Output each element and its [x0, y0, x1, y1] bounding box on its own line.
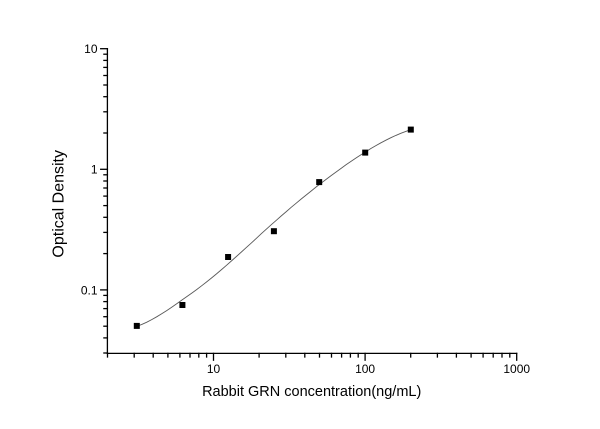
svg-text:1: 1 — [91, 163, 98, 177]
svg-text:Optical Density: Optical Density — [51, 150, 68, 258]
svg-text:10: 10 — [84, 42, 98, 56]
svg-text:0.1: 0.1 — [81, 283, 98, 297]
svg-text:100: 100 — [355, 362, 375, 376]
svg-text:1000: 1000 — [503, 362, 530, 376]
svg-text:10: 10 — [207, 362, 221, 376]
svg-text:Rabbit GRN concentration(ng/mL: Rabbit GRN concentration(ng/mL) — [202, 384, 421, 400]
